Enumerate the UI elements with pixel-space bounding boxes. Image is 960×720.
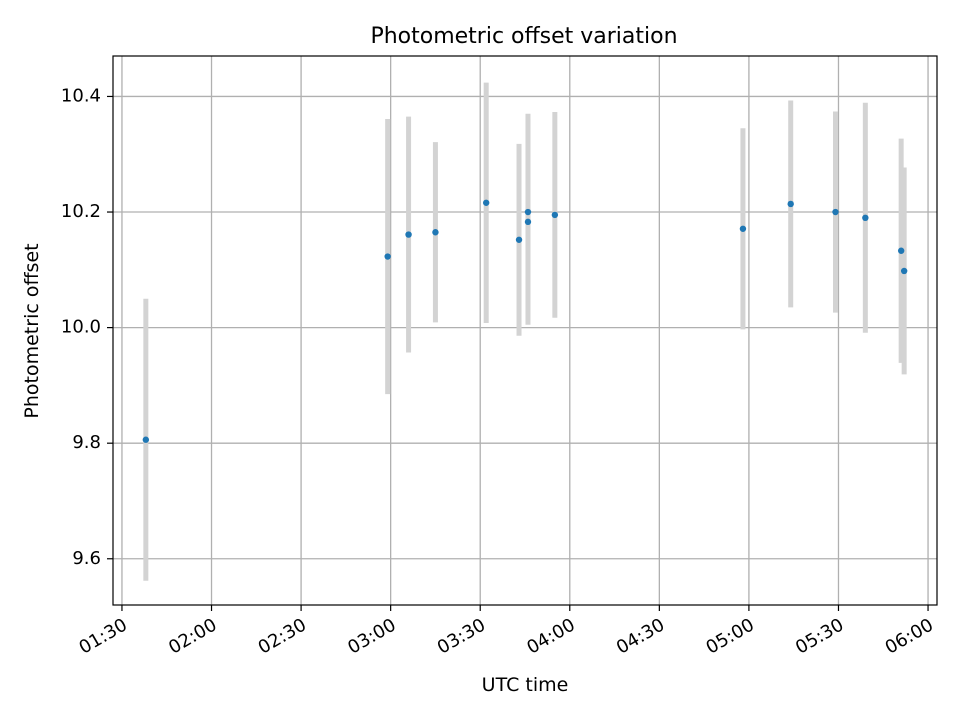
- data-point: [739, 225, 747, 232]
- data-point: [897, 247, 905, 254]
- plot-frame: [112, 55, 938, 606]
- data-point: [142, 436, 150, 443]
- data-point: [384, 253, 391, 260]
- x-axis-label: UTC time: [482, 674, 569, 696]
- data-point: [482, 199, 490, 206]
- y-tick-label: 10.2: [61, 201, 101, 222]
- data-point: [551, 211, 559, 219]
- data-point: [900, 267, 908, 275]
- data-point: [515, 236, 523, 243]
- data-points: [142, 199, 908, 443]
- y-tick-label: 9.8: [72, 432, 101, 453]
- data-point: [524, 208, 532, 216]
- data-point: [862, 214, 869, 222]
- data-point: [432, 229, 439, 236]
- y-tick-label: 10.4: [61, 85, 101, 106]
- data-point: [524, 218, 532, 226]
- y-axis-label: Photometric offset: [21, 243, 43, 418]
- data-point: [405, 231, 412, 238]
- data-point: [832, 208, 839, 216]
- y-tick-label: 9.6: [72, 548, 101, 569]
- chart-title: Photometric offset variation: [370, 24, 677, 49]
- y-axis-ticks: 9.6 9.8 10.0 10.2 10.4: [61, 85, 113, 569]
- y-tick-label: 10.0: [61, 317, 101, 338]
- data-point: [787, 200, 794, 208]
